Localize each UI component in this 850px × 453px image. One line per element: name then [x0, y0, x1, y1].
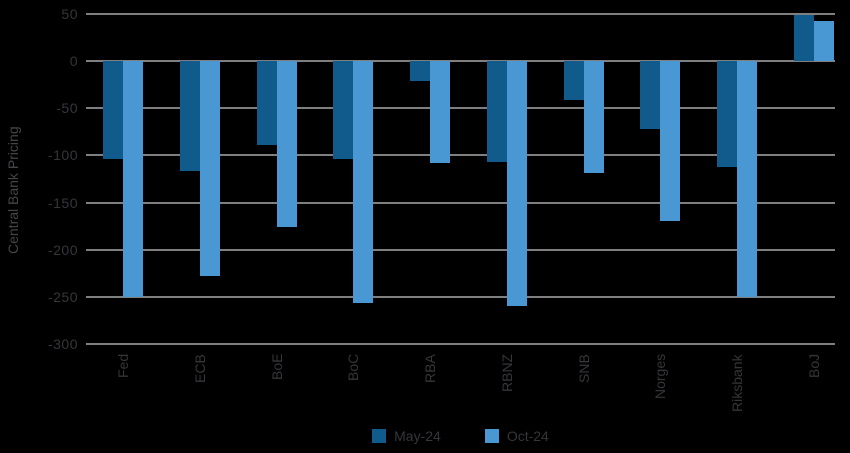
gridline-50 — [86, 13, 835, 15]
x-tick-label-boj: BoJ — [806, 354, 823, 379]
gridline--250 — [86, 295, 835, 298]
x-tick-label-boc: BoC — [345, 354, 362, 382]
x-tick-label-snb: SNB — [575, 354, 592, 383]
bar-oct-24-norges — [660, 61, 681, 222]
y-tick-label: -200 — [47, 241, 78, 258]
bar-oct-24-fed — [123, 61, 143, 297]
x-tick-label-boe: BoE — [268, 354, 285, 381]
x-tick-label-fed: Fed — [115, 354, 131, 379]
y-tick-label: -250 — [47, 288, 78, 305]
bar-may-24-norges — [640, 61, 661, 130]
legend-label: May-24 — [394, 428, 441, 444]
legend-item-may-24: May-24 — [372, 428, 441, 444]
y-tick-label: 50 — [61, 6, 78, 22]
gridline--150 — [86, 201, 835, 204]
bar-may-24-ecb — [179, 61, 200, 171]
legend-label: Oct-24 — [506, 428, 549, 444]
bar-may-24-fed — [103, 61, 123, 160]
legend-swatch-oct-24 — [484, 429, 499, 443]
bar-oct-24-ecb — [199, 61, 220, 277]
bar-oct-24-rbnz — [506, 61, 527, 307]
y-tick-label: -300 — [47, 336, 78, 352]
bar-oct-24-riksbank — [737, 61, 758, 297]
bar-may-24-boe — [256, 61, 277, 146]
bar-may-24-riksbank — [717, 61, 738, 167]
gridline--300 — [86, 343, 835, 345]
x-tick-label-rbnz: RBNZ — [498, 354, 515, 393]
bar-may-24-boj — [794, 14, 815, 62]
y-tick-label: -50 — [56, 100, 78, 117]
legend: May-24 Oct-24 — [86, 428, 835, 444]
gridline--100 — [86, 154, 835, 157]
legend-item-oct-24: Oct-24 — [484, 428, 549, 444]
x-tick-label-ecb: ECB — [191, 354, 208, 383]
x-tick-label-rba: RBA — [422, 354, 439, 383]
gridline--200 — [86, 248, 835, 251]
bar-oct-24-rba — [430, 61, 451, 163]
gridline--50 — [86, 107, 835, 110]
y-tick-label: 0 — [69, 53, 78, 70]
x-tick-label-norges: Norges — [652, 354, 669, 400]
y-tick-label: -100 — [47, 147, 78, 164]
gridline-0 — [86, 60, 835, 63]
bar-may-24-snb — [563, 61, 584, 100]
y-tick-label: -150 — [47, 194, 78, 211]
x-tick-label-riksbank: Riksbank — [729, 354, 746, 412]
bar-may-24-rba — [410, 61, 431, 81]
legend-swatch-may-24 — [372, 429, 387, 443]
bar-oct-24-snb — [583, 61, 604, 174]
bar-oct-24-boj — [814, 20, 835, 62]
bar-oct-24-boc — [353, 61, 374, 304]
bar-oct-24-boe — [276, 61, 297, 228]
bar-may-24-boc — [333, 61, 354, 160]
bar-may-24-rbnz — [486, 61, 507, 163]
